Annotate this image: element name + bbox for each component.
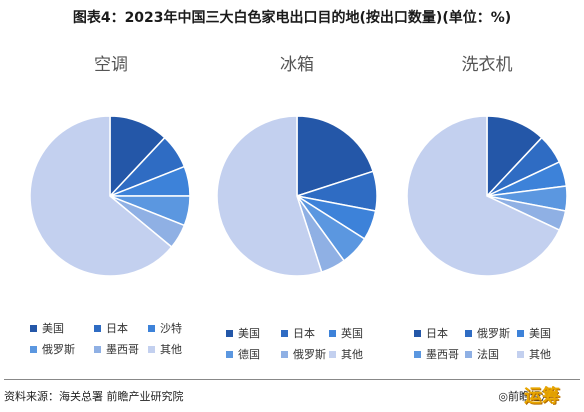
legend-swatch [30,345,37,353]
pie-slice-washer-0 [486,115,543,198]
legend-item-washer-5: 其他 [517,346,551,362]
legend-swatch [414,350,421,358]
legend-item-aircon-4: 墨西哥 [94,341,139,357]
legend-label: 英国 [341,327,363,340]
legend-swatch [414,329,421,337]
legend-item-aircon-3: 俄罗斯 [30,341,75,357]
pie-title-washer: 洗衣机 [461,55,513,75]
legend-swatch [281,329,288,337]
legend-swatch [517,350,524,358]
legend-swatch [281,350,288,358]
legend-swatch [30,324,37,332]
pie-title-aircon: 空调 [94,55,128,75]
legend-item-aircon-2: 沙特 [148,320,182,336]
legend-label: 墨西哥 [106,343,139,356]
footer-divider [4,379,580,380]
legend-item-washer-3: 墨西哥 [414,346,459,362]
legend-item-aircon-5: 其他 [148,341,182,357]
legend-label: 俄罗斯 [477,327,510,340]
legend-item-washer-4: 法国 [465,346,499,362]
legend-item-washer-1: 俄罗斯 [465,325,510,341]
legend-label: 墨西哥 [426,348,459,361]
legend-swatch [465,350,472,358]
pie-slice-aircon-5 [29,115,173,277]
legend-swatch [329,350,336,358]
legend-swatch [329,329,336,337]
legend-item-aircon-0: 美国 [30,320,64,336]
legend-label: 法国 [477,348,499,361]
legend-label: 日本 [426,327,448,340]
legend-washer: 日本 俄罗斯 美国墨西哥 法国 其他 [414,325,584,369]
pie-slice-washer-5 [406,115,561,277]
legend-swatch [517,329,524,337]
legend-item-fridge-2: 英国 [329,325,363,341]
legend-fridge: 美国 日本 英国德国 俄罗斯 其他 [226,325,396,369]
pie-slice-aircon-0 [109,115,166,198]
legend-label: 美国 [42,322,64,335]
chart-title: 图表4：2023年中国三大白色家电出口目的地(按出口数量)(单位：%) [72,10,512,26]
brand-logo: 运筹 [524,386,560,407]
legend-item-fridge-0: 美国 [226,325,260,341]
legend-swatch [94,345,101,353]
legend-item-aircon-1: 日本 [94,320,128,336]
legend-item-fridge-5: 其他 [329,346,363,362]
legend-swatch [226,329,233,337]
legend-item-fridge-3: 德国 [226,346,260,362]
legend-swatch [148,324,155,332]
pie-slice-fridge-5 [216,115,323,277]
legend-item-fridge-1: 日本 [281,325,315,341]
legend-label: 其他 [341,348,363,361]
source-note: 资料来源：海关总署 前瞻产业研究院 [4,390,184,403]
legend-label: 日本 [106,322,128,335]
legend-item-fridge-4: 俄罗斯 [281,346,326,362]
pie-slice-fridge-0 [296,115,375,198]
legend-aircon: 美国 日本 沙特俄罗斯 墨西哥 其他 [30,320,200,364]
legend-label: 沙特 [160,322,182,335]
legend-swatch [465,329,472,337]
legend-swatch [226,350,233,358]
legend-label: 俄罗斯 [293,348,326,361]
legend-label: 日本 [293,327,315,340]
legend-swatch [94,324,101,332]
legend-swatch [148,345,155,353]
legend-label: 其他 [160,343,182,356]
legend-label: 俄罗斯 [42,343,75,356]
legend-label: 美国 [238,327,260,340]
brand-label: ◎前瞻经济 [498,390,552,403]
pie-title-fridge: 冰箱 [280,55,314,75]
legend-item-washer-0: 日本 [414,325,448,341]
legend-label: 德国 [238,348,260,361]
legend-label: 美国 [529,327,551,340]
pie-charts [29,115,568,277]
legend-label: 其他 [529,348,551,361]
legend-item-washer-2: 美国 [517,325,551,341]
